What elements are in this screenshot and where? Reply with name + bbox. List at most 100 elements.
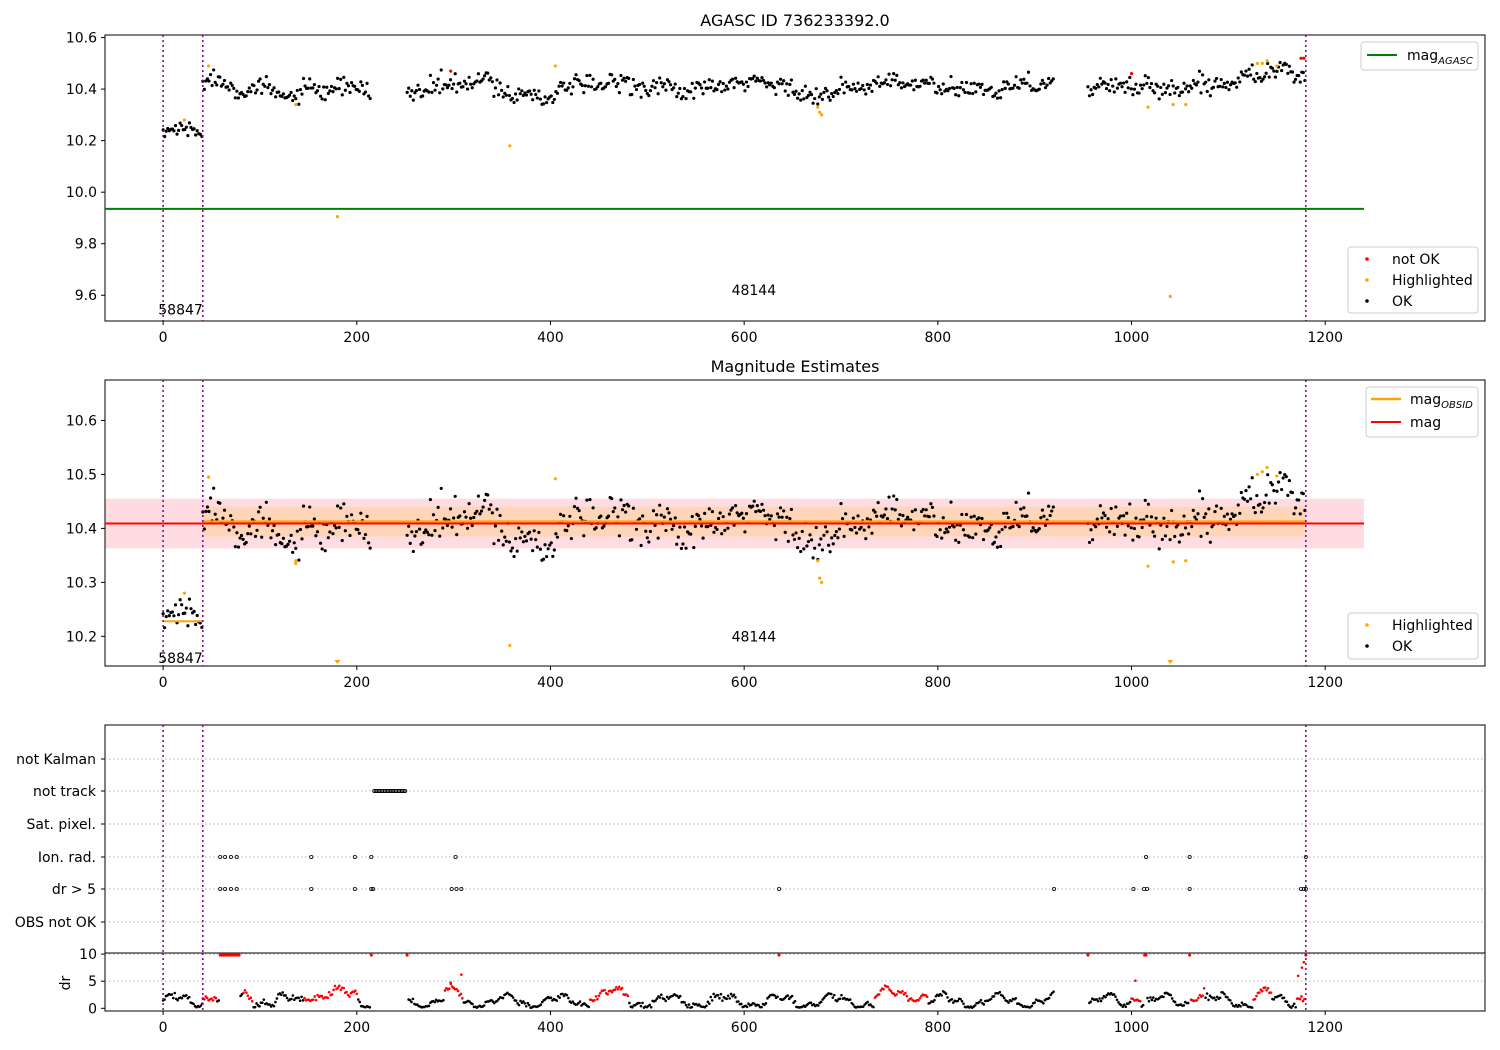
ok-point [483, 74, 487, 78]
ok-point [1262, 75, 1267, 79]
x-tick-label: 0 [159, 1020, 168, 1036]
ok-point [1207, 78, 1211, 82]
ok-point [173, 603, 178, 607]
ok-point [898, 80, 902, 85]
ok-point [932, 81, 936, 85]
ok-point [715, 527, 719, 532]
ok-point [1157, 97, 1161, 101]
ok-point [1290, 490, 1295, 495]
ok-point [591, 77, 595, 81]
dr-bad-point [615, 986, 618, 989]
ok-point [342, 75, 346, 79]
dr-point [973, 1004, 977, 1007]
ok-point [670, 527, 674, 531]
dr-point [721, 999, 724, 1002]
ok-point [1043, 523, 1048, 528]
ok-point [503, 535, 507, 539]
dr-point [710, 999, 714, 1002]
ok-point [1196, 512, 1200, 516]
ok-point [1089, 88, 1093, 92]
ok-point [882, 513, 886, 517]
ok-point [481, 77, 485, 81]
ok-point [269, 536, 273, 540]
ok-point [755, 504, 759, 508]
ok-point [1165, 524, 1169, 529]
ok-point [580, 83, 584, 88]
ok-point [1284, 62, 1288, 66]
ok-point [543, 543, 547, 547]
ok-point [1112, 90, 1116, 94]
ok-point [298, 527, 303, 532]
dr-point [471, 1002, 474, 1006]
ok-point [734, 504, 738, 508]
ok-point [766, 513, 770, 517]
ok-point [850, 528, 854, 532]
ok-point [901, 513, 905, 518]
ok-point [1163, 534, 1168, 538]
ok-point [682, 525, 687, 529]
ok-point [1286, 71, 1290, 75]
ok-point [545, 555, 549, 559]
dr-point [522, 1000, 525, 1003]
ok-point [255, 528, 259, 532]
ok-point [235, 89, 239, 93]
dr-point [1162, 995, 1165, 999]
ok-point [1025, 81, 1029, 85]
ok-point [407, 86, 411, 90]
ok-point [1020, 81, 1024, 85]
ok-point [1145, 514, 1149, 518]
dr-point [1239, 1005, 1242, 1008]
ok-point [918, 84, 922, 88]
dr-bad-point [904, 991, 907, 995]
ok-point [906, 515, 910, 519]
ok-point [627, 76, 631, 80]
ok-point [853, 87, 857, 91]
ok-point [1026, 70, 1031, 74]
ok-point [692, 546, 696, 550]
ok-point [515, 98, 519, 102]
ok-point [438, 534, 442, 538]
ok-point [1134, 516, 1138, 520]
ok-point [229, 514, 233, 518]
x-tick-label: 800 [924, 675, 951, 691]
ok-point [1011, 524, 1015, 529]
dr-point [658, 996, 662, 999]
dr-point [192, 1002, 195, 1006]
dr-point [1186, 1001, 1190, 1005]
ok-point [591, 506, 595, 510]
ok-point [834, 529, 838, 534]
ok-point [602, 524, 606, 528]
ok-point [672, 86, 676, 90]
ok-point [455, 90, 459, 94]
dr-bad-point [314, 998, 318, 1002]
ok-point [726, 526, 730, 530]
dr-bad-point [1303, 997, 1306, 1001]
ok-point [267, 82, 272, 87]
ok-point [229, 81, 233, 85]
ok-point [690, 514, 694, 519]
ok-point [940, 536, 944, 540]
dr-point [1279, 993, 1283, 997]
ok-point [802, 547, 806, 551]
dr-bad-point [303, 996, 306, 1000]
legend-box [1360, 41, 1479, 71]
ok-point [856, 81, 860, 85]
ok-point [470, 523, 474, 528]
flag-label: Ion. rad. [38, 850, 96, 866]
highlighted-point [207, 64, 211, 68]
ok-point [1247, 485, 1251, 489]
ok-point [272, 86, 276, 90]
ok-point [577, 509, 581, 513]
ok-point [998, 96, 1003, 100]
ok-point [651, 79, 656, 83]
ok-point [518, 536, 522, 540]
ok-point [1183, 526, 1188, 530]
ok-point [676, 91, 680, 95]
highlighted-point [508, 643, 512, 648]
dr-point [300, 995, 303, 999]
x-tick-label: 1200 [1307, 675, 1343, 691]
dr-point [1042, 1001, 1045, 1005]
ok-point [668, 83, 673, 87]
ok-point [1219, 77, 1223, 82]
ok-point [300, 92, 304, 96]
